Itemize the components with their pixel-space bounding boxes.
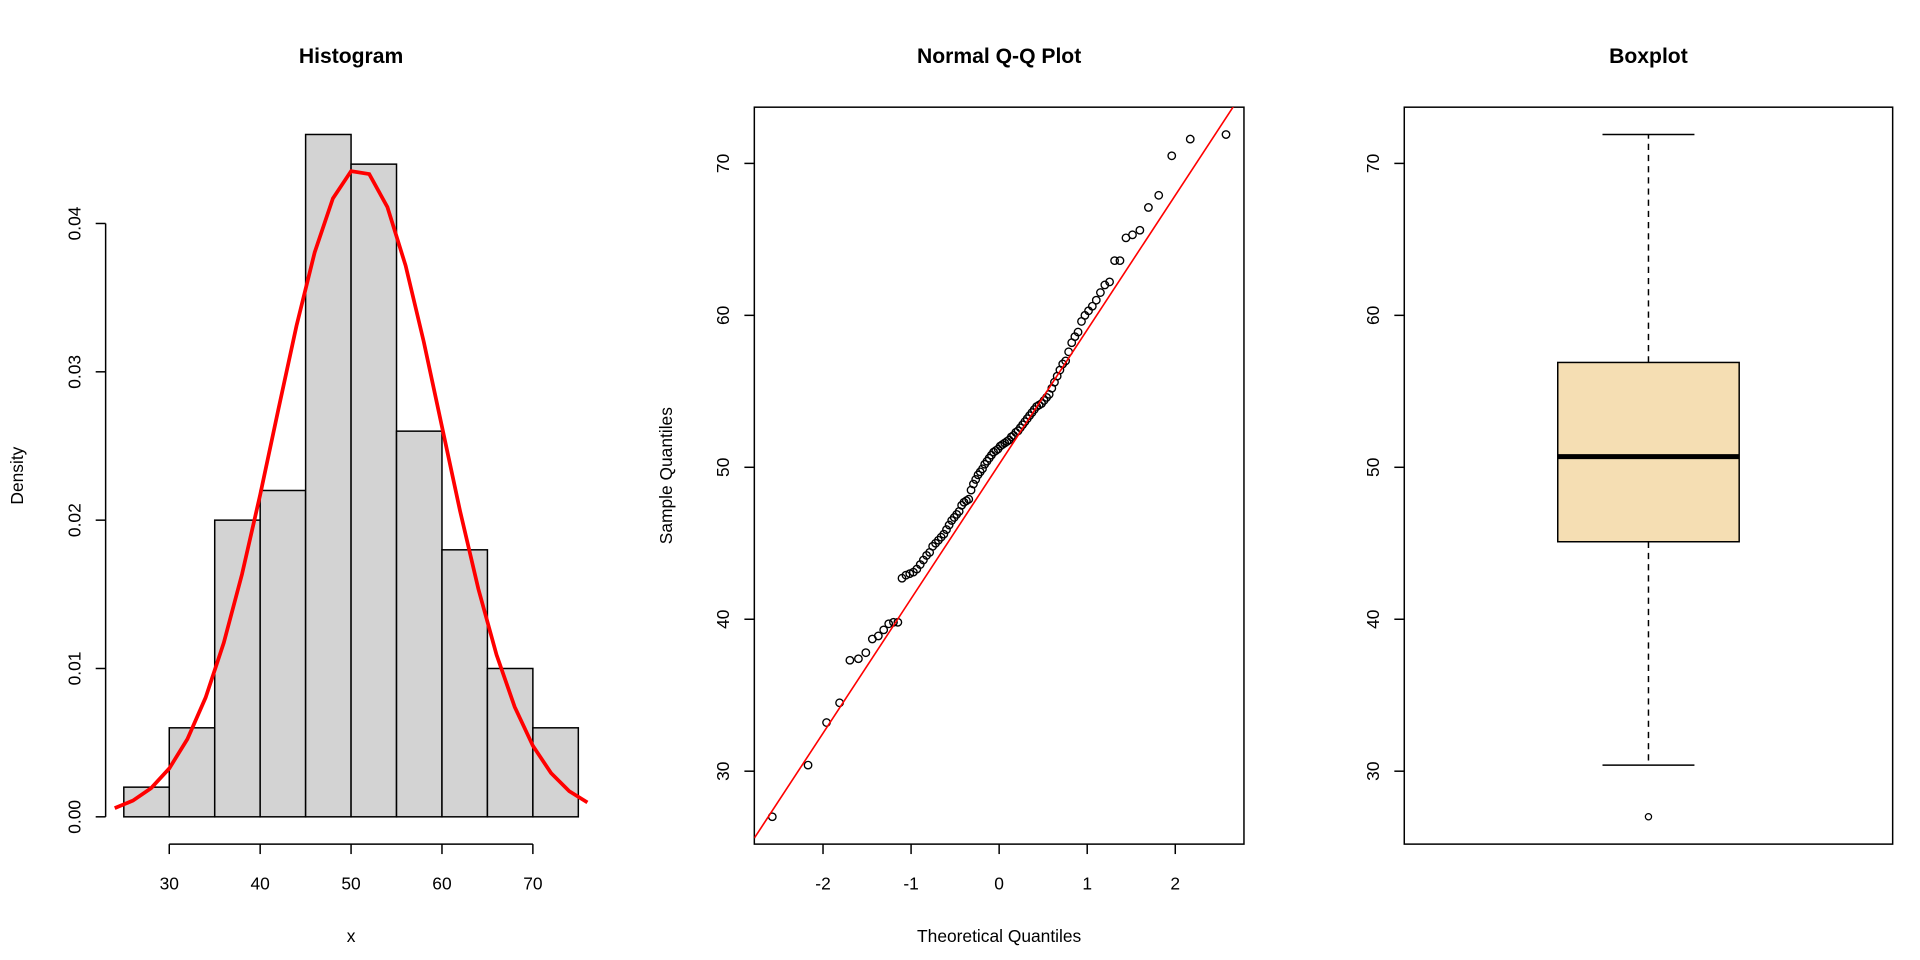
qq-point xyxy=(1185,134,1195,144)
x-tick-label: 40 xyxy=(251,874,270,894)
qq-point xyxy=(803,760,813,770)
qq-point xyxy=(991,446,1001,455)
histogram-bar xyxy=(259,489,307,818)
x-tick-label: 30 xyxy=(160,874,179,894)
qq-point xyxy=(944,520,954,530)
qq-point xyxy=(1061,356,1071,366)
qq-point xyxy=(1154,190,1164,200)
y-tick-label: 30 xyxy=(713,762,733,781)
y-tick-label: 0.03 xyxy=(64,355,84,389)
histogram-bar xyxy=(304,133,352,818)
box xyxy=(1557,361,1740,543)
qq-point xyxy=(861,648,871,658)
x-tick-label: 50 xyxy=(341,874,360,894)
qq-point xyxy=(978,464,987,474)
y-axis-label: Density xyxy=(7,446,27,504)
qq-point xyxy=(879,625,889,635)
qq-point xyxy=(1128,230,1137,240)
qq-point xyxy=(873,631,883,641)
y-tick-label: 60 xyxy=(713,306,733,325)
x-tick-label: 0 xyxy=(994,874,1004,894)
y-tick-label: 30 xyxy=(1363,762,1383,781)
y-tick-label: 40 xyxy=(713,610,733,629)
histogram-bar xyxy=(213,519,261,818)
x-tick-label: 1 xyxy=(1082,874,1092,894)
y-tick-label: 70 xyxy=(713,154,733,173)
y-tick-label: 0.04 xyxy=(64,206,84,240)
qq-point xyxy=(884,619,894,629)
qq-point xyxy=(1073,327,1083,337)
y-axis-label: Sample Quantiles xyxy=(656,407,676,544)
qq-point xyxy=(1091,295,1101,305)
x-tick-label: 2 xyxy=(1170,874,1180,894)
y-tick-label: 60 xyxy=(1363,306,1383,325)
qq-point xyxy=(1167,151,1177,161)
panel-title: Normal Q-Q Plot xyxy=(917,45,1081,68)
panel-title: Histogram xyxy=(299,45,403,68)
qq-point xyxy=(1087,301,1097,311)
qq-point xyxy=(942,525,951,535)
histogram-bar xyxy=(532,727,580,818)
panel: Histogram 0.00 0.01 0.02 0.03 0.04 30 40 50 60 70 x… xyxy=(7,45,589,946)
qq-point xyxy=(969,479,978,489)
y-tick-label: 50 xyxy=(1363,458,1383,477)
qq-point xyxy=(939,529,949,539)
qq-point xyxy=(1110,256,1120,266)
y-tick-label: 0.01 xyxy=(64,652,84,686)
plot-frame xyxy=(1403,106,1894,845)
histogram-bar xyxy=(350,163,398,818)
qq-point xyxy=(1002,437,1012,446)
histogram-bar xyxy=(441,549,489,818)
qq-point xyxy=(1096,288,1105,297)
qq-point xyxy=(1105,277,1114,287)
panel: Normal Q-Q Plot 30 40 50 60 70 -2 -1 0 1 2 Theoreti… xyxy=(656,45,1245,946)
qq-point xyxy=(964,494,974,504)
panel: Boxplot 30 40 50 60 70 xyxy=(1363,45,1894,845)
y-tick-label: 0.02 xyxy=(64,503,84,537)
x-tick-label: -2 xyxy=(815,874,830,894)
histogram-bar xyxy=(395,430,443,818)
x-tick-label: 70 xyxy=(523,874,542,894)
y-tick-label: 50 xyxy=(713,458,733,477)
density-curve xyxy=(114,169,589,810)
x-axis-label: x xyxy=(347,926,356,946)
qq-point xyxy=(1115,256,1125,266)
qq-point xyxy=(971,475,981,484)
x-tick-label: -1 xyxy=(903,874,918,894)
x-axis-label: Theoretical Quantiles xyxy=(917,926,1081,946)
qq-point xyxy=(1144,203,1153,212)
qq-point xyxy=(1221,130,1231,139)
qq-point xyxy=(1006,432,1016,442)
qq-point xyxy=(845,655,855,665)
qq-point xyxy=(854,654,863,664)
x-tick-label: 60 xyxy=(432,874,451,894)
y-tick-label: 70 xyxy=(1363,154,1383,173)
outlier xyxy=(1644,813,1653,821)
y-tick-label: 0.00 xyxy=(64,800,84,834)
panel-title: Boxplot xyxy=(1609,45,1688,68)
histogram-bar xyxy=(168,727,216,818)
qq-line xyxy=(754,107,1234,839)
qq-point xyxy=(1135,225,1145,235)
y-tick-label: 40 xyxy=(1363,610,1383,629)
